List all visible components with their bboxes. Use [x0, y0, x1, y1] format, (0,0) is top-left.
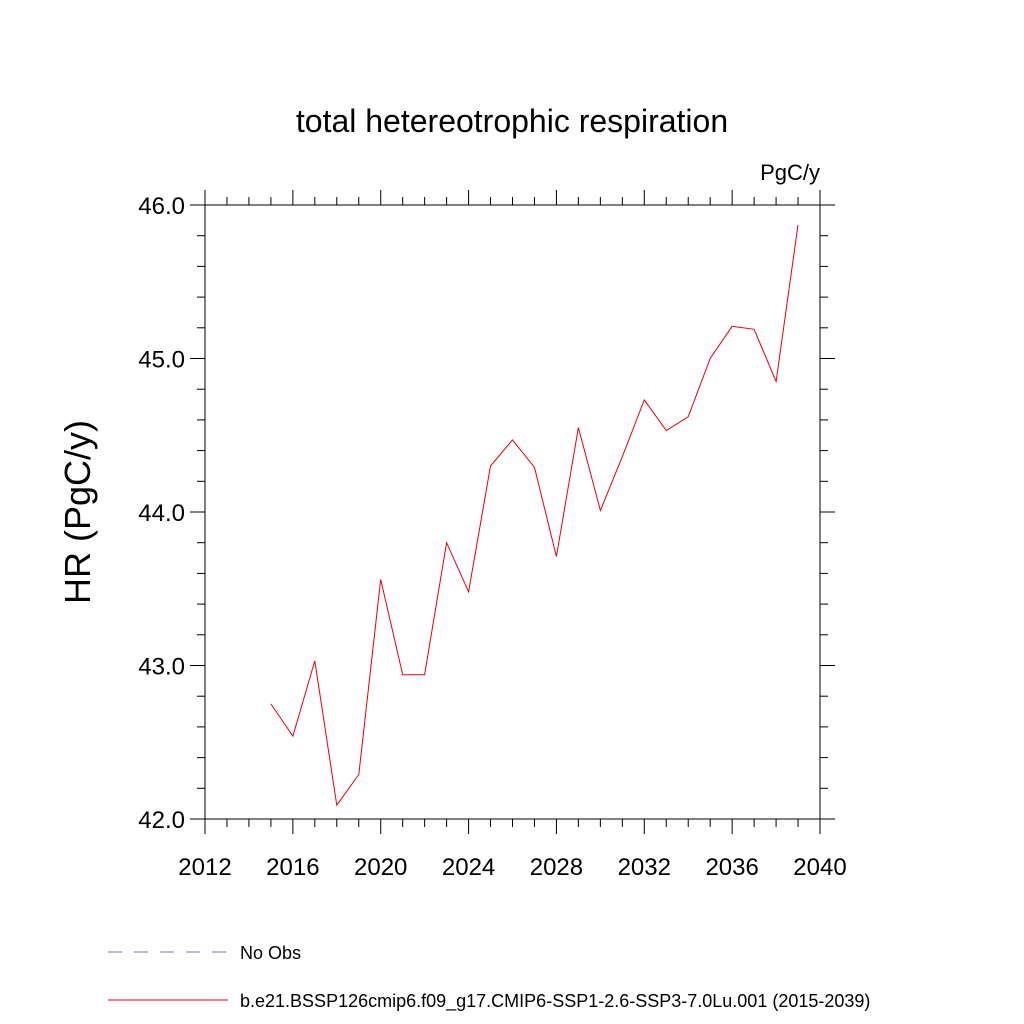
x-tick-label: 2024 — [442, 854, 495, 881]
x-tick-label: 2028 — [530, 854, 583, 881]
y-tick-label: 42.0 — [138, 807, 185, 834]
y-tick-label: 46.0 — [138, 193, 185, 220]
series-line — [270, 224, 799, 807]
x-tick-label: 2040 — [793, 854, 846, 881]
legend-label: b.e21.BSSP126cmip6.f09_g17.CMIP6-SSP1-2.… — [240, 991, 870, 1012]
legend-label: No Obs — [240, 943, 301, 963]
x-tick-label: 2012 — [178, 854, 231, 881]
y-tick-label: 45.0 — [138, 347, 185, 374]
x-tick-label: 2032 — [618, 854, 671, 881]
plot-frame — [204, 204, 821, 820]
legend: No Obs b.e21.BSSP126cmip6.f09_g17.CMIP6-S… — [108, 943, 870, 1012]
y-axis-label: HR (PgC/y) — [57, 420, 98, 604]
y-tick-label: 43.0 — [138, 654, 185, 681]
chart-title: total hetereotrophic respiration — [296, 103, 728, 139]
x-tick-label: 2020 — [354, 854, 407, 881]
units-label: PgC/y — [760, 160, 820, 185]
axis-ticks: 2012 2016 2020 2024 2028 2032 2036 2040 42.0 43.0… — [138, 190, 847, 881]
x-tick-label: 2036 — [705, 854, 758, 881]
x-tick-label: 2016 — [266, 854, 319, 881]
series-layer — [270, 224, 799, 807]
y-tick-label: 44.0 — [138, 500, 185, 527]
